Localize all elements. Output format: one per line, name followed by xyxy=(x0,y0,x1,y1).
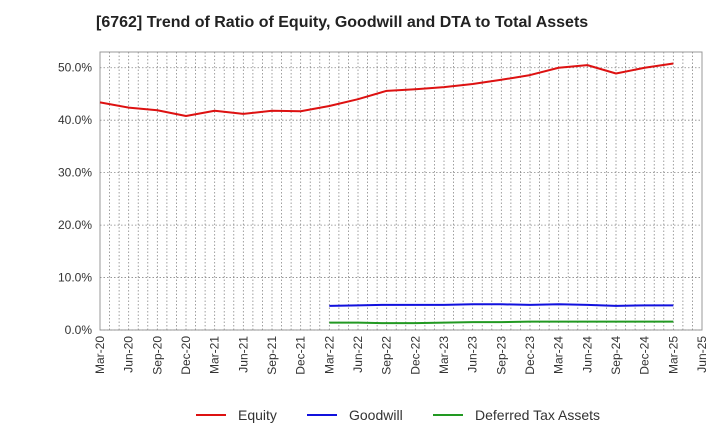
x-tick-label: Jun-23 xyxy=(466,336,480,373)
plot-frame xyxy=(99,51,703,331)
x-tick-label: Dec-20 xyxy=(179,336,193,375)
legend-label: Equity xyxy=(238,407,277,423)
x-tick-label: Mar-23 xyxy=(437,336,451,374)
x-tick-label: Mar-24 xyxy=(552,336,566,374)
x-tick-label: Jun-25 xyxy=(695,336,709,373)
x-tick-label: Mar-25 xyxy=(666,336,680,374)
x-tick-label: Jun-21 xyxy=(236,336,250,373)
x-tick-label: Jun-22 xyxy=(351,336,365,373)
y-tick-label: 20.0% xyxy=(58,218,92,232)
chart-title: [6762] Trend of Ratio of Equity, Goodwil… xyxy=(96,14,589,31)
y-tick-label: 30.0% xyxy=(58,166,92,180)
x-tick-label: Sep-23 xyxy=(494,336,508,375)
y-tick-label: 40.0% xyxy=(58,113,92,127)
x-tick-label: Dec-23 xyxy=(523,336,537,375)
axis-layer: 0.0% 10.0% 20.0% 30.0% 40.0% 50.0% Mar-20 Jun-2… xyxy=(58,61,709,375)
x-tick-label: Dec-21 xyxy=(294,336,308,375)
x-tick-label: Sep-21 xyxy=(265,336,279,375)
x-tick-label: Mar-20 xyxy=(93,336,107,374)
x-tick-label: Jun-20 xyxy=(122,336,136,373)
x-tick-label: Dec-22 xyxy=(408,336,422,375)
y-tick-label: 0.0% xyxy=(65,323,93,337)
series-line-deferred-tax-assets xyxy=(329,320,674,325)
x-tick-label: Jun-24 xyxy=(580,336,594,373)
x-tick-label: Mar-21 xyxy=(208,336,222,374)
legend-layer: Equity Goodwill Deferred Tax Assets xyxy=(196,407,600,423)
y-tick-label: 50.0% xyxy=(58,61,92,75)
series-line-goodwill xyxy=(329,303,674,307)
legend-label: Goodwill xyxy=(349,407,403,423)
grid-layer xyxy=(99,51,703,331)
x-tick-label: Sep-24 xyxy=(609,336,623,375)
y-tick-label: 10.0% xyxy=(58,271,92,285)
x-tick-label: Mar-22 xyxy=(322,336,336,374)
legend-label: Deferred Tax Assets xyxy=(475,407,600,423)
x-tick-label: Dec-24 xyxy=(638,336,652,375)
series-line-equity xyxy=(99,62,674,117)
x-tick-label: Sep-20 xyxy=(150,336,164,375)
series-layer xyxy=(99,62,674,325)
x-tick-label: Sep-22 xyxy=(380,336,394,375)
